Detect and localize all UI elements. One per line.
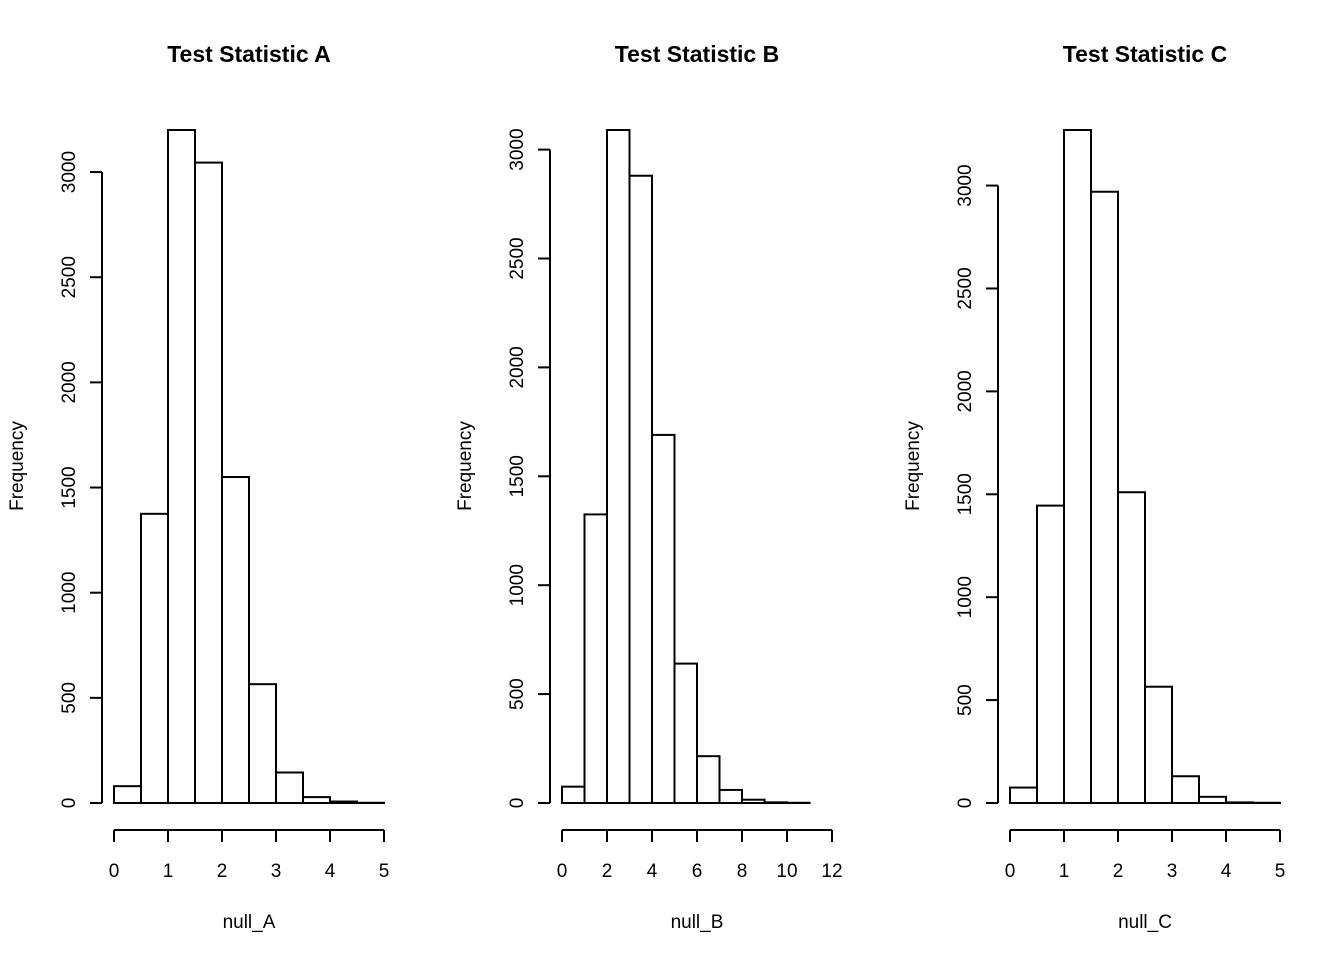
panel-b-bar	[628, 174, 653, 805]
panel-c-y-tick-label: 2500	[955, 267, 976, 309]
panel-b-bar	[651, 433, 676, 804]
panel-a-bar	[194, 161, 223, 804]
panel-a-x-tick-label: 2	[217, 861, 228, 882]
panel-a-y-axis: 0 500 1000 1500 2000 2500 3000	[59, 151, 103, 809]
panel-a-y-tick-label: 1000	[59, 572, 80, 614]
panel-c-x-tick-label: 1	[1059, 861, 1070, 882]
panel-b-bar	[741, 798, 766, 805]
panel-a-x-tick-label: 4	[325, 861, 336, 882]
panel-c-x-axis: 0 1 2 3 4 5	[1005, 829, 1286, 882]
panel-c-y-tick-label: 1500	[955, 473, 976, 515]
panel-b-y-tick-label: 2500	[507, 237, 528, 279]
panel-a-y-tick-label: 2000	[59, 361, 80, 403]
panel-a-x-tick-label: 1	[163, 861, 174, 882]
panel-a-y-tick-label: 2500	[59, 256, 80, 298]
panel-b-x-tick-label: 10	[776, 861, 797, 882]
panel-a-bars	[113, 129, 385, 805]
panel-b-x-tick-label: 4	[647, 861, 658, 882]
panel-c-x-tick-label: 3	[1167, 861, 1178, 882]
panel-c-y-tick-label: 500	[955, 684, 976, 716]
panel-c-bar	[1171, 775, 1200, 804]
panel-a-bar	[167, 129, 196, 804]
panel-c-bar	[1090, 190, 1119, 805]
panel-b-bar	[583, 513, 608, 804]
panel-b-y-tick-label: 2000	[507, 346, 528, 388]
panel-b-y-axis: 0 500 1000 1500 2000 2500 3000	[507, 128, 551, 809]
panel-a-y-tick-label: 1500	[59, 466, 80, 508]
panel-a-x-axis: 0 1 2 3 4 5	[109, 829, 390, 882]
panel-a: Test Statistic A null_A Frequency 0 1 2 3 4 5…	[7, 41, 389, 933]
panel-b-bar	[561, 785, 586, 804]
panel-b-x-tick-label: 2	[602, 861, 613, 882]
panel-b-bar	[673, 662, 698, 804]
panel-c-y-tick-label: 1000	[955, 576, 976, 618]
panel-c-x-tick-label: 4	[1221, 861, 1232, 882]
panel-a-bar	[248, 683, 277, 805]
panel-b-x-axis: 0 2 4 6 8 10 12	[557, 829, 843, 882]
panel-c-x-tick-label: 5	[1275, 861, 1286, 882]
panel-c-bar	[1225, 801, 1254, 804]
panel-c-x-tick-label: 0	[1005, 861, 1016, 882]
panel-b-y-axis-label: Frequency	[455, 421, 476, 511]
panel-a-bar	[329, 800, 358, 805]
panel-b-x-tick-label: 0	[557, 861, 568, 882]
panel-c-bar	[1117, 491, 1146, 804]
panel-c-y-axis: 0 500 1000 1500 2000 2500 3000	[955, 164, 999, 809]
panel-c-bar	[1036, 504, 1065, 804]
panel-b-bars	[561, 129, 811, 805]
panel-b-x-tick-label: 12	[821, 861, 842, 882]
panel-c-bar	[1144, 685, 1173, 804]
panel-a-bar	[140, 512, 169, 804]
panel-a-bar	[221, 476, 250, 804]
panel-a-y-tick-label: 3000	[59, 151, 80, 193]
panel-c-bar	[1063, 129, 1092, 804]
panel-a-x-axis-label: null_A	[223, 912, 276, 933]
panel-b-bar	[606, 129, 631, 804]
panel-c: Test Statistic C null_C Frequency 0 1 2 3 4 5…	[903, 41, 1285, 933]
panel-a-x-tick-label: 5	[379, 861, 390, 882]
panel-a-x-tick-label: 3	[271, 861, 282, 882]
panel-b-x-axis-label: null_B	[671, 912, 724, 933]
panel-c-x-tick-label: 2	[1113, 861, 1124, 882]
panel-c-y-tick-label: 0	[955, 798, 976, 809]
panel-a-bar	[302, 796, 331, 805]
panel-b-y-tick-label: 3000	[507, 128, 528, 170]
panel-a-y-tick-label: 0	[59, 798, 80, 809]
panel-c-x-axis-label: null_C	[1118, 912, 1172, 933]
panel-a-title: Test Statistic A	[167, 41, 331, 67]
panel-b: Test Statistic B null_B Frequency 0 2 4 6 8 1…	[455, 41, 843, 933]
panel-b-y-tick-label: 0	[507, 798, 528, 809]
panel-a-bar	[113, 785, 142, 804]
panel-c-y-axis-label: Frequency	[903, 421, 924, 511]
panel-a-x-tick-label: 0	[109, 861, 120, 882]
panel-b-y-tick-label: 500	[507, 678, 528, 710]
panel-c-y-tick-label: 2000	[955, 370, 976, 412]
panel-b-y-tick-label: 1000	[507, 564, 528, 606]
panel-c-bars	[1009, 129, 1281, 805]
panel-c-title: Test Statistic C	[1063, 41, 1227, 67]
panel-b-bar	[718, 788, 743, 805]
panel-b-x-tick-label: 6	[692, 861, 703, 882]
panel-b-y-tick-label: 1500	[507, 455, 528, 497]
panel-b-title: Test Statistic B	[615, 41, 779, 67]
panel-c-bar	[1198, 795, 1227, 804]
panel-c-y-tick-label: 3000	[955, 164, 976, 206]
panel-a-y-tick-label: 500	[59, 682, 80, 714]
panel-b-bar	[763, 801, 788, 805]
panel-b-bar	[696, 755, 721, 805]
panel-a-y-axis-label: Frequency	[7, 421, 28, 511]
panel-c-bar	[1009, 786, 1038, 804]
panel-b-x-tick-label: 8	[737, 861, 748, 882]
panel-a-bar	[275, 771, 304, 805]
